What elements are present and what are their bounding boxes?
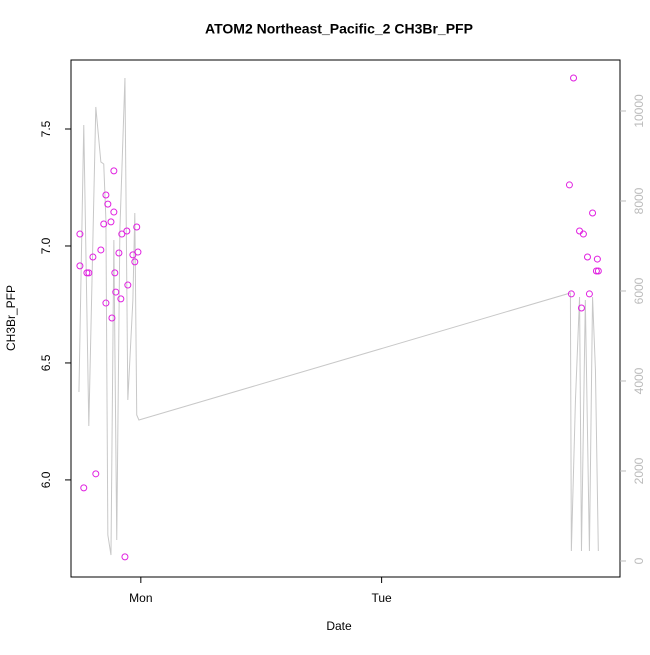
y2-tick-label: 0 [632, 557, 646, 564]
data-point [583, 253, 591, 261]
y-tick-label: 6.5 [39, 354, 53, 371]
data-point [579, 230, 587, 238]
x-tick-label: Tue [372, 591, 393, 605]
y2-tick-label: 4000 [632, 367, 646, 394]
plot-frame [70, 59, 621, 578]
data-point [577, 304, 585, 312]
y-tick-label: 6.0 [39, 471, 53, 488]
data-point [83, 269, 91, 277]
data-point [89, 253, 97, 261]
x-tick-label: Mon [129, 591, 152, 605]
data-point [102, 299, 110, 307]
y-tick-label: 7.0 [39, 237, 53, 254]
data-point [134, 248, 142, 256]
data-point [104, 200, 112, 208]
data-point [585, 290, 593, 298]
data-point [592, 267, 600, 275]
data-point [123, 227, 131, 235]
data-line [78, 77, 599, 556]
data-point [110, 167, 118, 175]
y-tick-label: 7.5 [39, 120, 53, 137]
data-point [76, 230, 84, 238]
data-point [100, 220, 108, 228]
data-point [565, 181, 573, 189]
chart-title: ATOM2 Northeast_Pacific_2 CH3Br_PFP [205, 21, 473, 37]
data-point [112, 288, 120, 296]
data-point [107, 218, 115, 226]
y2-tick-label: 10000 [632, 94, 646, 128]
data-point [80, 484, 88, 492]
data-point [118, 230, 126, 238]
data-point [121, 553, 129, 561]
data-point [124, 281, 132, 289]
data-point [97, 246, 105, 254]
x-axis-label: Date [326, 619, 352, 633]
data-point [111, 269, 119, 277]
data-point [115, 249, 123, 257]
data-point [76, 262, 84, 270]
data-point [589, 209, 597, 217]
data-point [117, 295, 125, 303]
data-point [594, 267, 602, 275]
data-point [593, 255, 601, 263]
y2-tick-label: 2000 [632, 457, 646, 484]
data-point [108, 314, 116, 322]
data-point [85, 269, 93, 277]
data-point [133, 223, 141, 231]
data-point [567, 290, 575, 298]
y2-tick-label: 6000 [632, 277, 646, 304]
data-point [110, 208, 118, 216]
y2-tick-label: 8000 [632, 187, 646, 214]
y-axis-label: CH3Br_PFP [4, 285, 18, 351]
data-point [570, 74, 578, 82]
data-point [92, 470, 100, 478]
data-point [102, 191, 110, 199]
data-point [131, 258, 139, 266]
